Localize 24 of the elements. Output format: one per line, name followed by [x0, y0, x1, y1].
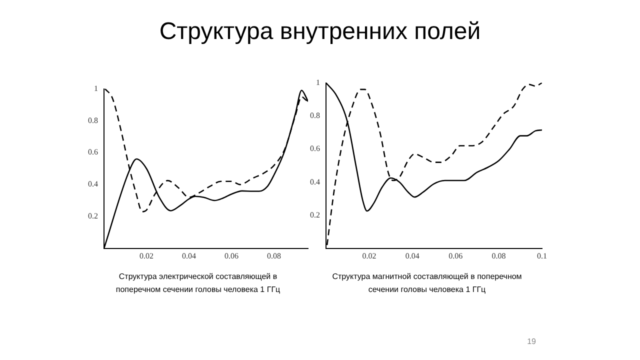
y-tick-label: 0.2 — [310, 210, 320, 220]
y-tick-label: 1 — [94, 84, 98, 93]
y-tick-label: 0.8 — [310, 111, 320, 120]
x-tick-label: 0.06 — [448, 251, 463, 260]
y-tick-label: 0.2 — [88, 212, 98, 221]
y-tick-label: 1 — [316, 78, 320, 87]
x-tick-label: 0.02 — [140, 251, 154, 260]
x-tick-label: 0.08 — [492, 251, 506, 260]
y-tick-label: 0.4 — [88, 180, 98, 189]
line-series — [326, 82, 542, 246]
x-tick-label: 0.02 — [362, 251, 376, 260]
chart-title: Структура внутренних полей — [158, 18, 482, 46]
y-tick-label: 0.4 — [310, 177, 320, 186]
y-tick-label: 0.8 — [88, 116, 98, 125]
x-tick-label: 0.1 — [537, 251, 547, 260]
text: 19 — [527, 337, 536, 346]
x-tick-label: 0.08 — [267, 251, 281, 260]
x-tick-label: 0.06 — [224, 251, 238, 260]
x-axis-title: Структура магнитной составляющей в поперечном сечении головы человека 1 ГГц — [331, 271, 523, 296]
x-tick-label: 0.04 — [182, 251, 196, 260]
y-tick-label: 0.6 — [310, 144, 320, 154]
x-axis-title: Структура электрической составляющей в поперечном сечении головы человека 1 ГГц — [114, 271, 282, 296]
x-tick-label: 0.04 — [405, 251, 420, 260]
y-tick-label: 0.6 — [88, 148, 98, 157]
